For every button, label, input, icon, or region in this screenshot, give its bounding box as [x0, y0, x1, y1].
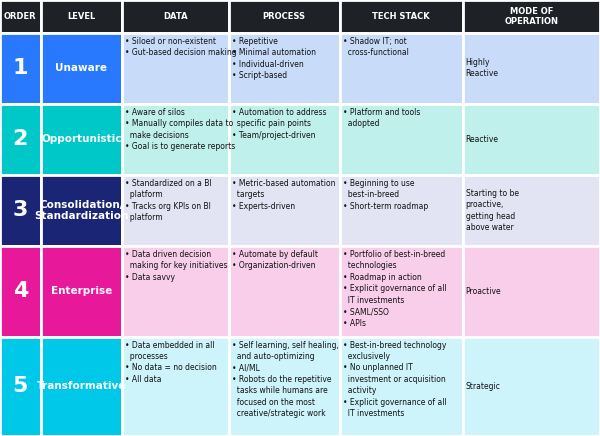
Bar: [463, 246, 600, 337]
Bar: [0, 246, 41, 337]
Text: Strategic: Strategic: [466, 382, 500, 391]
Bar: [41, 33, 122, 104]
Bar: [340, 337, 463, 436]
Bar: [41, 246, 122, 337]
Text: 4: 4: [13, 281, 28, 301]
Text: • Portfolio of best-in-breed
  technologies
• Roadmap in action
• Explicit gover: • Portfolio of best-in-breed technologie…: [343, 250, 446, 327]
Text: 5: 5: [13, 376, 28, 396]
Text: Starting to be
proactive,
getting head
above water: Starting to be proactive, getting head a…: [466, 189, 518, 232]
Bar: [340, 175, 463, 246]
Bar: [122, 337, 229, 436]
Bar: [229, 246, 340, 337]
Text: • Shadow IT; not
  cross-functional: • Shadow IT; not cross-functional: [343, 37, 409, 57]
Bar: [229, 104, 340, 175]
Text: Highly
Reactive: Highly Reactive: [466, 58, 499, 78]
Bar: [41, 175, 122, 246]
Text: • Beginning to use
  best-in-breed
• Short-term roadmap: • Beginning to use best-in-breed • Short…: [343, 179, 428, 211]
Text: 1: 1: [13, 58, 28, 78]
Bar: [463, 175, 600, 246]
Bar: [122, 104, 229, 175]
Bar: [0, 337, 41, 436]
Text: • Automation to address
  specific pain points
• Team/project-driven: • Automation to address specific pain po…: [232, 108, 326, 140]
Text: • Siloed or non-existent
• Gut-based decision making: • Siloed or non-existent • Gut-based dec…: [125, 37, 236, 57]
Text: Opportunistic: Opportunistic: [41, 134, 122, 144]
Text: PROCESS: PROCESS: [263, 12, 305, 21]
Bar: [0, 175, 41, 246]
Text: Enterprise: Enterprise: [50, 286, 112, 296]
Bar: [463, 104, 600, 175]
Bar: [0, 104, 41, 175]
Text: Unaware: Unaware: [55, 63, 107, 73]
Bar: [463, 33, 600, 104]
Bar: [122, 175, 229, 246]
Bar: [463, 337, 600, 436]
Bar: [463, 0, 600, 33]
Bar: [340, 246, 463, 337]
Bar: [340, 0, 463, 33]
Text: • Self learning, self healing,
  and auto-optimizing
• AI/ML
• Robots do the rep: • Self learning, self healing, and auto-…: [232, 341, 338, 418]
Text: • Data embedded in all
  processes
• No data = no decision
• All data: • Data embedded in all processes • No da…: [125, 341, 217, 384]
Text: MODE OF
OPERATION: MODE OF OPERATION: [505, 7, 559, 26]
Text: 3: 3: [13, 201, 28, 220]
Text: • Automate by default
• Organization-driven: • Automate by default • Organization-dri…: [232, 250, 317, 270]
Text: Consolidation/
Standardization: Consolidation/ Standardization: [34, 200, 128, 221]
Text: Proactive: Proactive: [466, 287, 501, 296]
Text: Transformative: Transformative: [37, 382, 126, 391]
Text: ORDER: ORDER: [4, 12, 37, 21]
Text: DATA: DATA: [163, 12, 188, 21]
Text: TECH STACK: TECH STACK: [372, 12, 430, 21]
Text: LEVEL: LEVEL: [67, 12, 95, 21]
Bar: [0, 0, 41, 33]
Bar: [122, 33, 229, 104]
Text: • Platform and tools
  adopted: • Platform and tools adopted: [343, 108, 420, 128]
Text: • Data driven decision
  making for key initiatives
• Data savvy: • Data driven decision making for key in…: [125, 250, 227, 282]
Bar: [122, 246, 229, 337]
Text: • Repetitive
• Minimal automation
• Individual-driven
• Script-based: • Repetitive • Minimal automation • Indi…: [232, 37, 316, 80]
Bar: [41, 0, 122, 33]
Bar: [229, 175, 340, 246]
Bar: [229, 0, 340, 33]
Bar: [122, 0, 229, 33]
Bar: [229, 337, 340, 436]
Text: • Metric-based automation
  targets
• Experts-driven: • Metric-based automation targets • Expe…: [232, 179, 335, 211]
Text: • Standardized on a BI
  platform
• Tracks org KPIs on BI
  platform: • Standardized on a BI platform • Tracks…: [125, 179, 211, 222]
Bar: [340, 104, 463, 175]
Text: • Best-in-breed technology
  exclusively
• No unplanned IT
  investment or acqui: • Best-in-breed technology exclusively •…: [343, 341, 446, 418]
Bar: [0, 33, 41, 104]
Bar: [41, 104, 122, 175]
Text: • Aware of silos
• Manually compiles data to
  make decisions
• Goal is to gener: • Aware of silos • Manually compiles dat…: [125, 108, 235, 151]
Text: 2: 2: [13, 129, 28, 149]
Bar: [340, 33, 463, 104]
Bar: [229, 33, 340, 104]
Bar: [41, 337, 122, 436]
Text: Reactive: Reactive: [466, 135, 499, 144]
